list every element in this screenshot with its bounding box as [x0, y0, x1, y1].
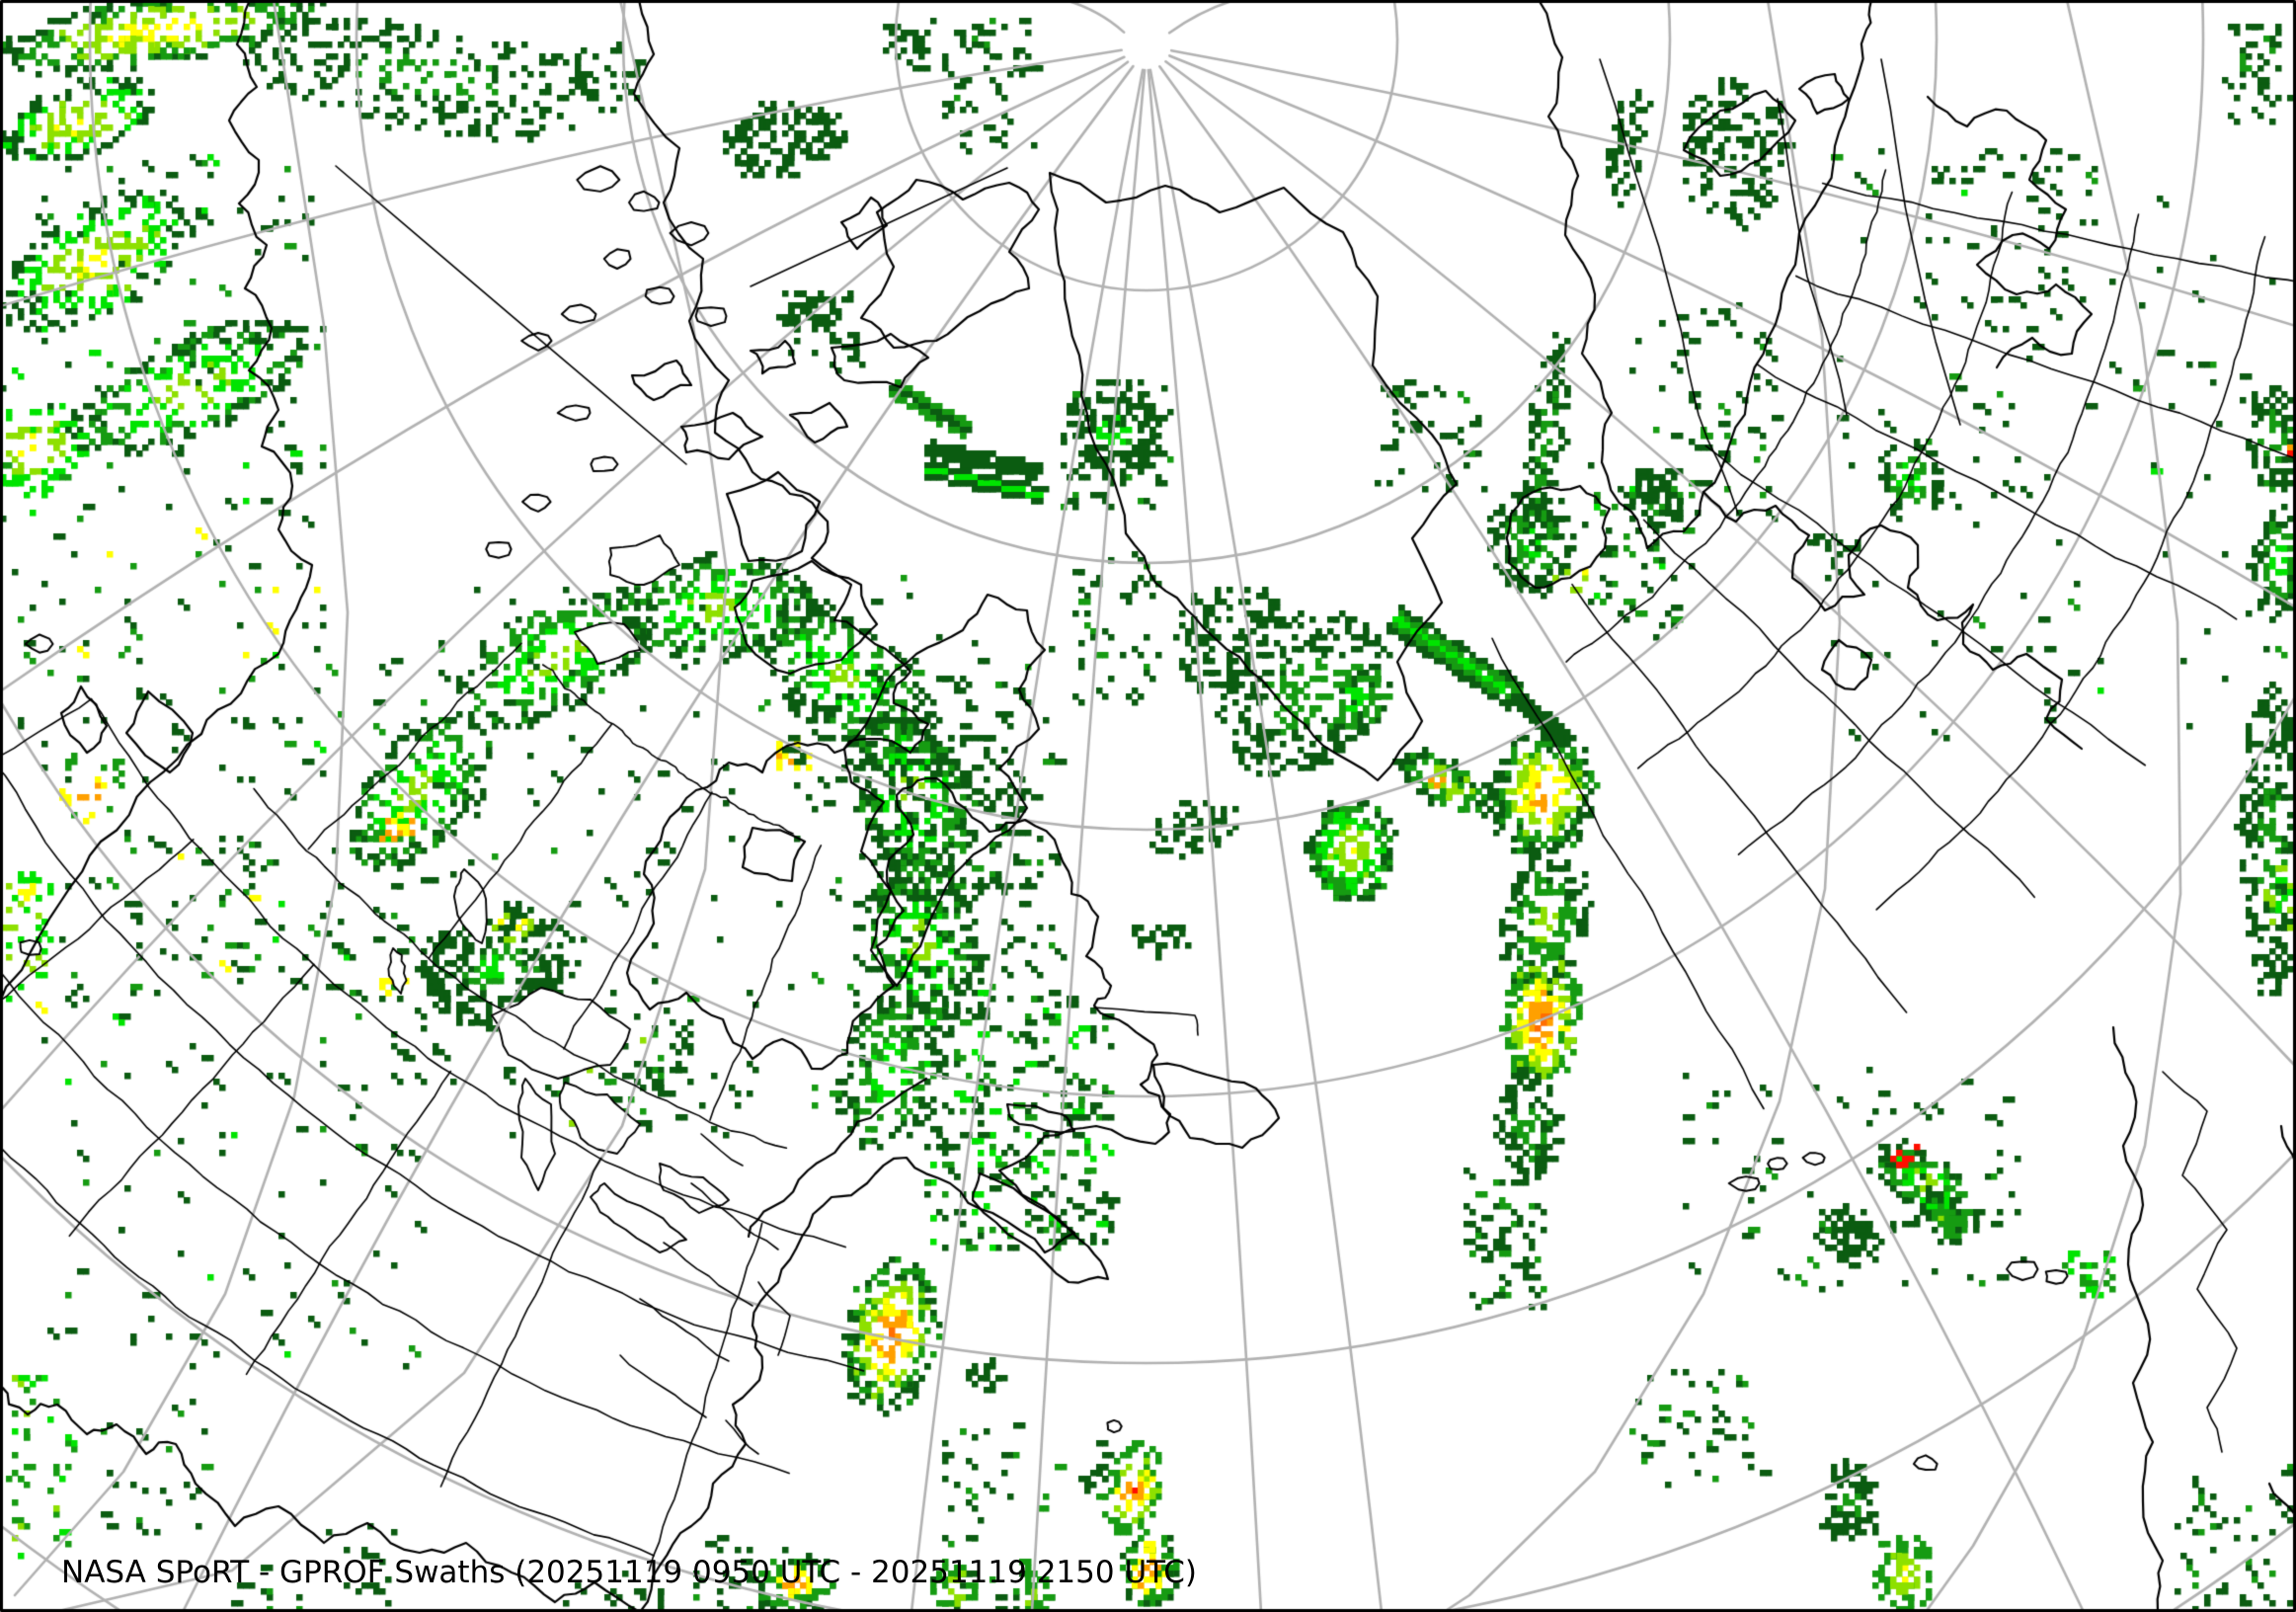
caption: NASA SPoRT - GPROF Swaths (20251119 0950… [61, 1555, 1197, 1590]
